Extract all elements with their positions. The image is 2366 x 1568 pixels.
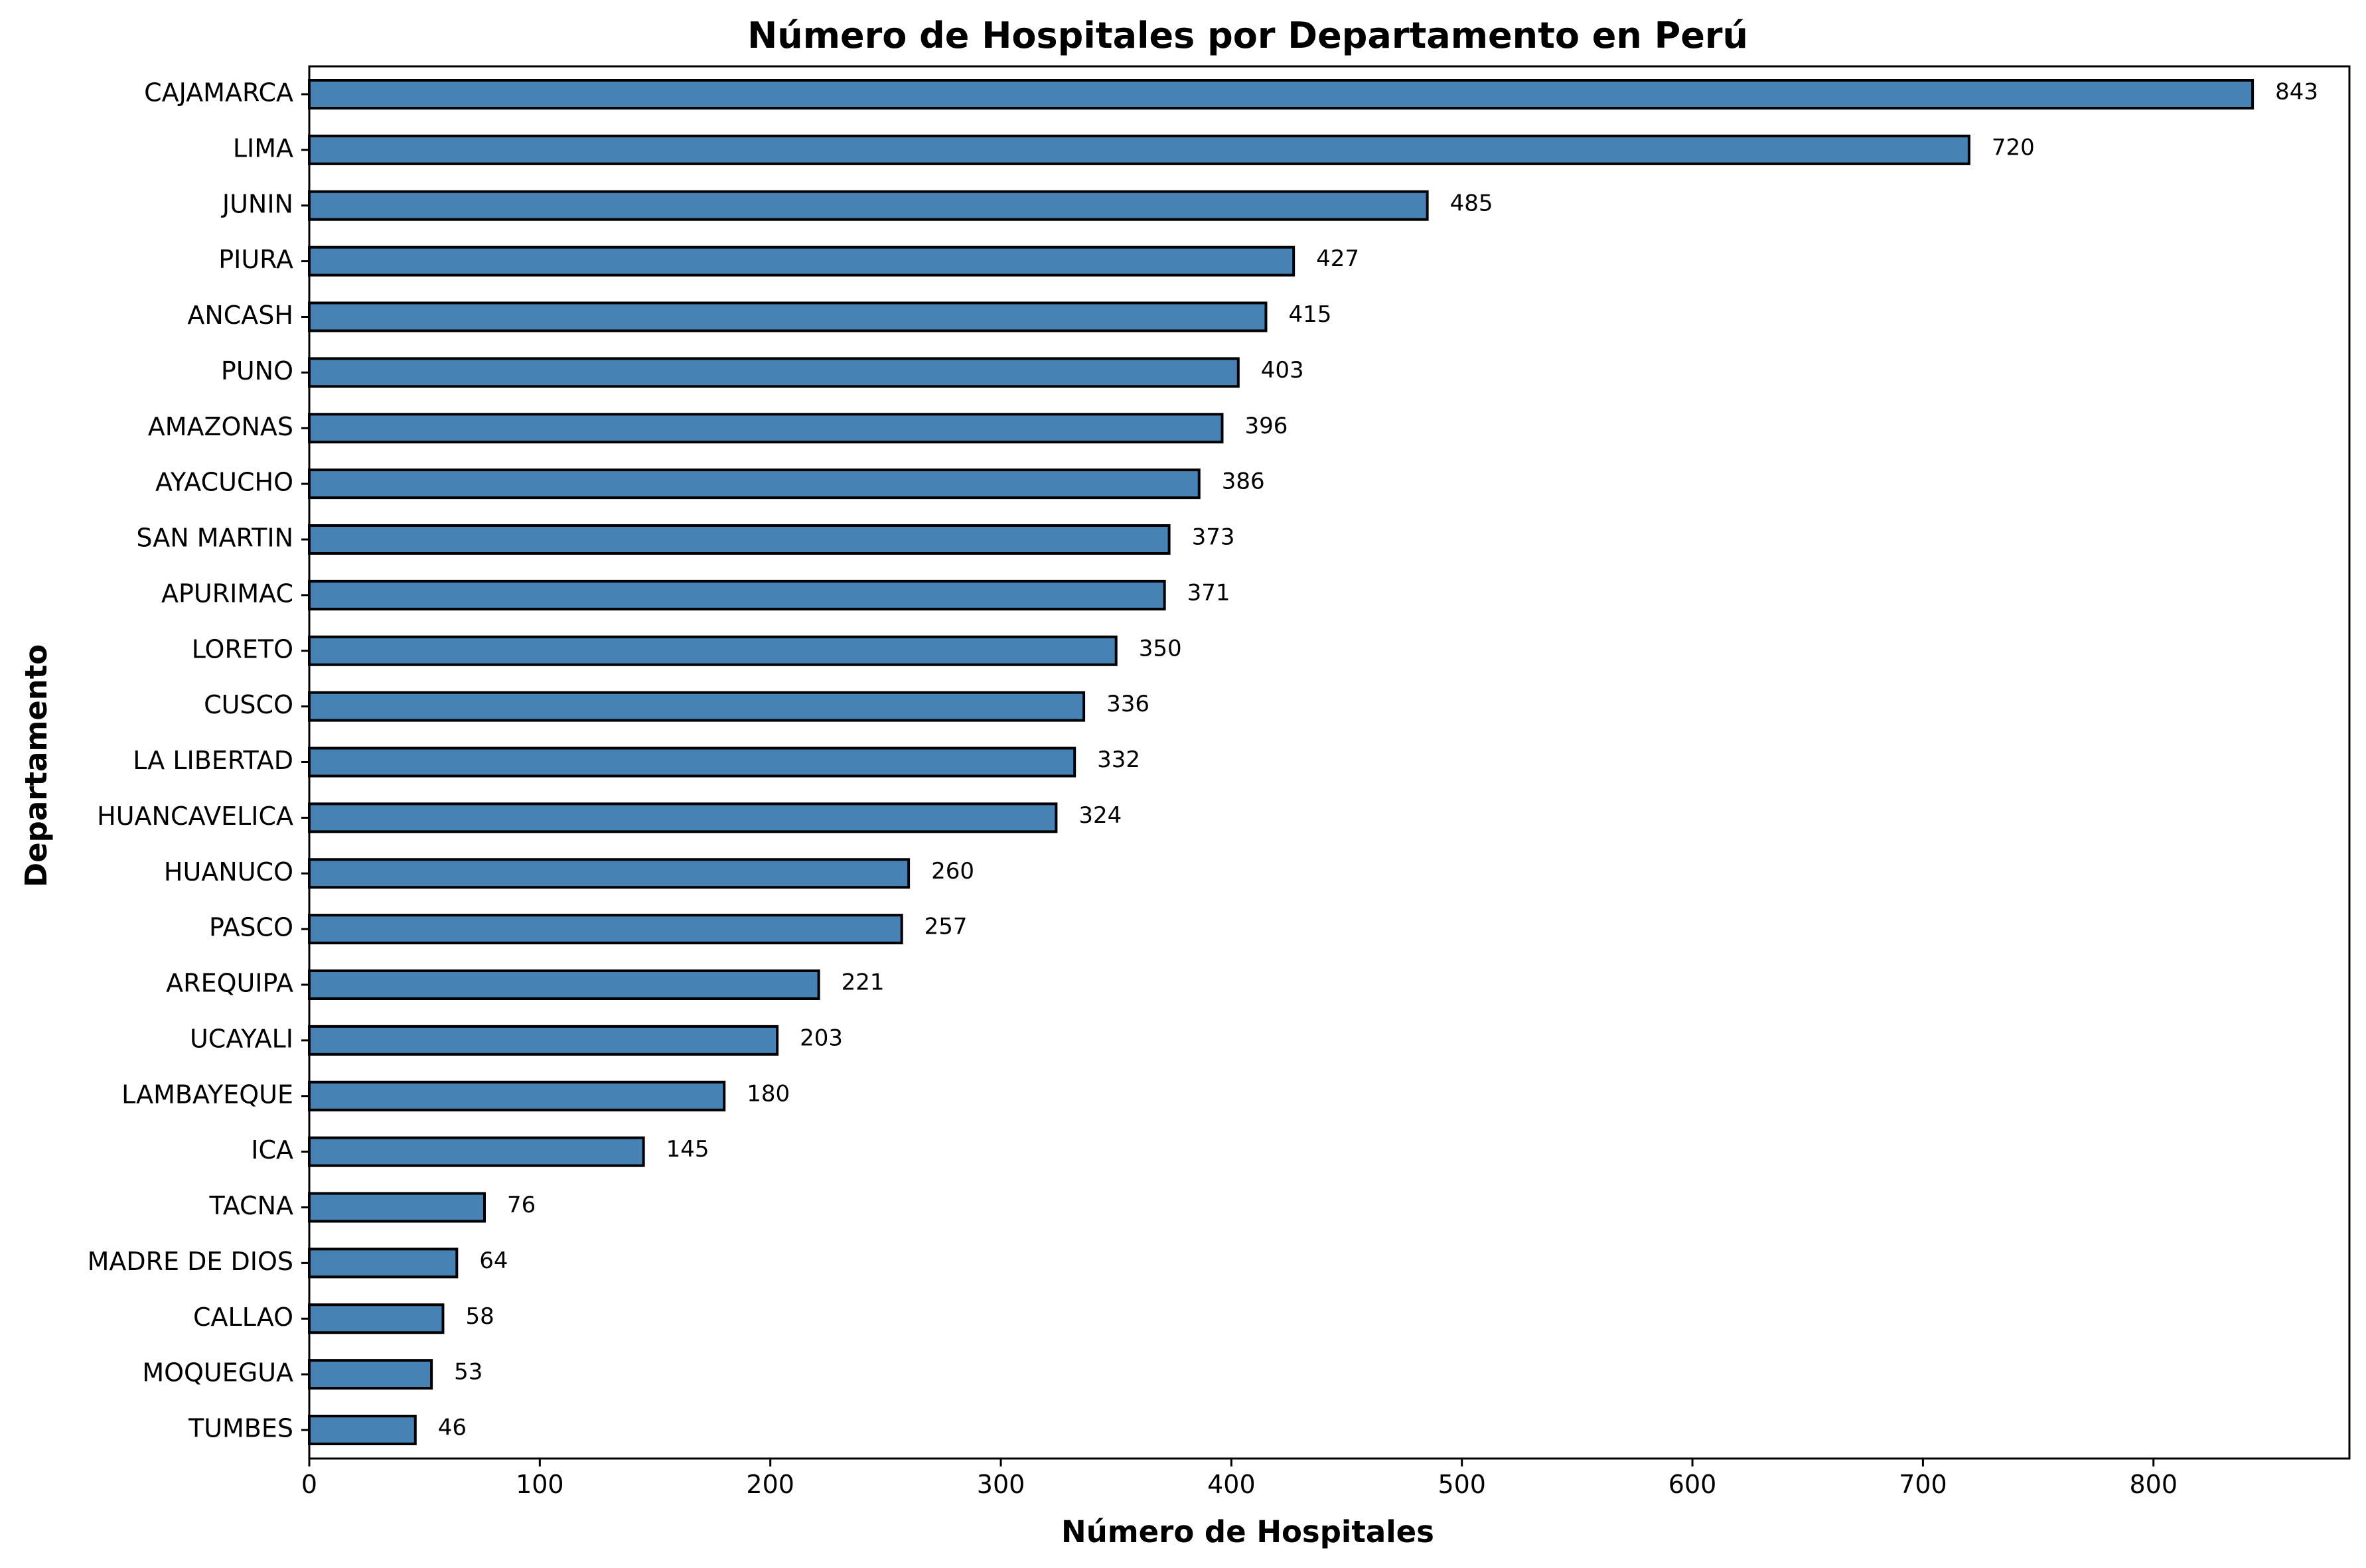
bar-ica xyxy=(308,1136,645,1167)
y-tick-label: SAN MARTIN xyxy=(136,524,293,553)
bar-cusco xyxy=(308,691,1086,722)
bar-huanuco xyxy=(308,858,911,889)
data-label: 403 xyxy=(1261,357,1304,384)
y-tick-label: ANCASH xyxy=(187,301,293,330)
bar-apurimac xyxy=(308,579,1166,610)
data-label: 324 xyxy=(1078,802,1122,829)
bars-group xyxy=(308,79,2255,1445)
data-label: 53 xyxy=(454,1359,482,1386)
bar-tumbes xyxy=(308,1415,417,1445)
x-tick-label: 0 xyxy=(301,1470,317,1499)
chart-title: Número de Hospitales por Departamento en… xyxy=(747,15,1748,56)
bar-callao xyxy=(308,1303,445,1334)
y-axis-label: Departamento xyxy=(19,644,54,887)
y-tick-label: AREQUIPA xyxy=(166,969,293,998)
data-label: 221 xyxy=(842,969,885,996)
y-tick-label: LIMA xyxy=(233,133,293,163)
x-tick-label: 700 xyxy=(1899,1470,1947,1499)
bar-la-libertad xyxy=(308,747,1076,778)
bar-ancash xyxy=(308,301,1268,332)
bar-pasco xyxy=(308,914,903,945)
bar-madre-de-dios xyxy=(308,1247,459,1279)
data-label: 350 xyxy=(1139,635,1182,662)
y-tick-label: LORETO xyxy=(192,634,293,664)
bar-amazonas xyxy=(308,413,1224,444)
data-label: 260 xyxy=(931,858,974,885)
y-tick-label: MADRE DE DIOS xyxy=(88,1247,293,1276)
y-tick-label: HUANCAVELICA xyxy=(97,802,293,831)
data-label: 203 xyxy=(800,1025,843,1051)
data-label: 58 xyxy=(465,1303,494,1330)
y-axis-ticks: CAJAMARCA LIMA JUNIN PIURA ANCASH PUNO AMAZONA… xyxy=(88,78,309,1443)
data-label: 427 xyxy=(1316,246,1359,272)
x-axis-label: Número de Hospitales xyxy=(1061,1514,1434,1549)
y-tick-label: CUSCO xyxy=(204,690,293,719)
data-labels-group: 843 720 485 427 415 403 396 386 373 371 350 336 332 3… xyxy=(438,79,2318,1441)
x-tick-label: 400 xyxy=(1207,1470,1256,1499)
x-tick-label: 800 xyxy=(2129,1470,2178,1499)
bar-puno xyxy=(308,357,1240,388)
bar-ucayali xyxy=(308,1025,779,1056)
data-label: 257 xyxy=(924,914,968,940)
y-tick-label: PUNO xyxy=(221,356,293,386)
data-label: 332 xyxy=(1097,747,1140,773)
data-label: 386 xyxy=(1222,468,1265,495)
x-tick-label: 300 xyxy=(977,1470,1025,1499)
data-label: 145 xyxy=(666,1136,709,1163)
bar-cajamarca xyxy=(308,79,2255,109)
bar-loreto xyxy=(308,635,1118,666)
data-label: 371 xyxy=(1187,579,1230,606)
y-tick-label: AYACUCHO xyxy=(155,468,293,497)
x-tick-label: 100 xyxy=(516,1470,564,1499)
bar-lambayeque xyxy=(308,1080,726,1111)
y-tick-label: APURIMAC xyxy=(161,579,293,608)
data-label: 373 xyxy=(1192,524,1235,551)
data-label: 76 xyxy=(507,1192,536,1218)
data-label: 180 xyxy=(747,1080,790,1107)
y-tick-label: JUNIN xyxy=(221,189,293,218)
y-tick-label: TACNA xyxy=(208,1191,293,1220)
y-tick-label: MOQUEGUA xyxy=(142,1358,293,1388)
y-tick-label: TUMBES xyxy=(188,1414,293,1443)
y-tick-label: ICA xyxy=(251,1135,293,1165)
y-tick-label: HUANUCO xyxy=(164,857,293,887)
y-tick-label: LA LIBERTAD xyxy=(133,746,293,775)
bar-moquegua xyxy=(308,1359,433,1390)
x-tick-label: 500 xyxy=(1438,1470,1486,1499)
y-tick-label: CALLAO xyxy=(193,1303,293,1332)
bar-arequipa xyxy=(308,969,820,1000)
y-tick-label: PIURA xyxy=(218,245,293,274)
bar-lima xyxy=(308,134,1970,165)
data-label: 720 xyxy=(1992,134,2035,161)
data-label: 46 xyxy=(438,1415,467,1441)
data-label: 336 xyxy=(1106,691,1149,717)
y-tick-label: PASCO xyxy=(209,913,293,942)
data-label: 843 xyxy=(2275,79,2318,106)
bar-junin xyxy=(308,190,1429,221)
bar-ayacucho xyxy=(308,468,1201,500)
data-label: 396 xyxy=(1244,413,1288,439)
x-axis-ticks: 0 100 200 300 400 500 600 700 800 xyxy=(301,1459,2178,1499)
bar-san-martin xyxy=(308,524,1171,555)
y-tick-label: CAJAMARCA xyxy=(144,78,293,107)
x-tick-label: 600 xyxy=(1668,1470,1717,1499)
data-label: 415 xyxy=(1288,301,1331,328)
bar-huancavelica xyxy=(308,802,1058,833)
bar-piura xyxy=(308,246,1295,277)
y-tick-label: AMAZONAS xyxy=(148,412,293,441)
bar-tacna xyxy=(308,1192,486,1223)
y-tick-label: UCAYALI xyxy=(190,1024,293,1053)
x-tick-label: 200 xyxy=(746,1470,794,1499)
plot-frame xyxy=(308,65,2351,1460)
data-label: 64 xyxy=(479,1247,508,1274)
y-tick-label: LAMBAYEQUE xyxy=(121,1080,293,1109)
data-label: 485 xyxy=(1450,190,1493,216)
